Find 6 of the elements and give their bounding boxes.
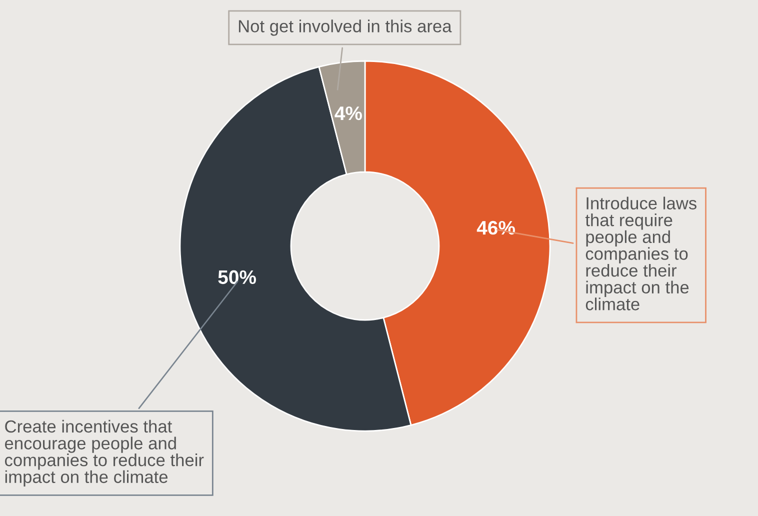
slice-label: Not get involved in this area [238, 20, 452, 36]
data-label: 4% [334, 106, 362, 120]
slice-label: Introduce laws that require people and companies to reduce their impact on the climate [585, 196, 696, 310]
data-label: 50% [218, 270, 256, 284]
data-label: 46% [476, 220, 515, 235]
slice-label: Create incentives that encourage people and companies to reduce their impact on the climate [4, 420, 204, 487]
